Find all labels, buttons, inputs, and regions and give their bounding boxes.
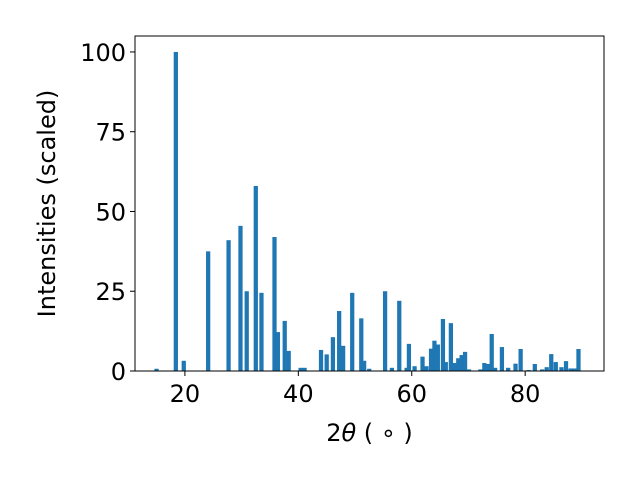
- bar: [478, 369, 483, 371]
- bar: [568, 368, 573, 371]
- bar: [359, 318, 364, 371]
- x-axis-label-unit: ( ∘ ): [356, 419, 413, 447]
- bar: [361, 360, 367, 371]
- x-axis-label: 2θ ( ∘ ): [326, 419, 413, 447]
- bar: [452, 363, 457, 371]
- bar: [443, 362, 448, 371]
- bar: [513, 363, 518, 371]
- bar: [238, 225, 243, 371]
- bar: [298, 367, 303, 371]
- y-tick-label: 50: [95, 198, 126, 226]
- bar: [181, 360, 186, 371]
- bar: [272, 237, 277, 371]
- bar: [389, 367, 395, 371]
- bar: [330, 337, 336, 371]
- bar: [482, 363, 487, 371]
- x-axis-label-main: 2: [326, 419, 341, 447]
- bar: [499, 347, 505, 371]
- bar: [337, 311, 342, 371]
- bar: [420, 356, 425, 371]
- bar: [466, 369, 472, 371]
- bar: [259, 292, 264, 371]
- x-tick-label: 60: [396, 380, 427, 408]
- bar: [382, 291, 388, 371]
- bar: [173, 51, 178, 371]
- bar: [206, 251, 211, 371]
- x-axis-ticks: 20 40 60 80: [170, 371, 541, 408]
- bars-group: [154, 51, 581, 371]
- bar: [435, 344, 440, 371]
- bar: [489, 333, 494, 371]
- x-axis-label-theta: θ: [341, 419, 356, 447]
- bar: [462, 351, 468, 371]
- bar: [456, 358, 461, 371]
- plot-frame: [134, 35, 605, 372]
- bar: [154, 368, 159, 371]
- bar: [367, 368, 372, 371]
- bar: [302, 367, 307, 371]
- bar: [282, 320, 287, 371]
- x-tick-label: 80: [510, 380, 541, 408]
- bar: [244, 291, 249, 371]
- y-axis-label: Intensities (scaled): [33, 90, 61, 318]
- bar: [532, 363, 537, 371]
- bar: [406, 343, 412, 371]
- x-tick-label: 40: [283, 380, 314, 408]
- bar: [559, 367, 564, 371]
- bar: [486, 363, 491, 371]
- bar: [506, 367, 511, 371]
- bar: [253, 185, 258, 371]
- bar: [286, 350, 291, 371]
- bar: [518, 348, 523, 371]
- y-tick-label: 0: [111, 358, 126, 386]
- bar: [492, 367, 498, 371]
- bar: [424, 366, 429, 371]
- bar: [540, 369, 545, 371]
- bar: [553, 362, 558, 371]
- bar: [397, 300, 402, 371]
- x-tick-label: 20: [170, 380, 201, 408]
- bar: [572, 368, 577, 371]
- bar: [318, 349, 324, 371]
- bar: [549, 354, 554, 371]
- bar: [404, 367, 409, 371]
- y-tick-label: 100: [80, 39, 126, 67]
- y-tick-label: 25: [95, 278, 126, 306]
- bar: [544, 367, 549, 371]
- bar: [448, 323, 453, 371]
- bar: [275, 332, 281, 371]
- y-axis-ticks: 0 25 50 75 100: [80, 39, 135, 386]
- bar: [459, 355, 464, 371]
- bar: [563, 361, 569, 371]
- bar: [341, 345, 346, 371]
- y-tick-label: 75: [95, 119, 126, 147]
- bar: [324, 354, 329, 371]
- bar: [412, 366, 417, 371]
- bar: [576, 348, 581, 371]
- bar: [350, 292, 355, 371]
- bar: [440, 319, 446, 371]
- bar: [428, 348, 434, 371]
- bar: [226, 240, 231, 371]
- bar: [432, 340, 437, 371]
